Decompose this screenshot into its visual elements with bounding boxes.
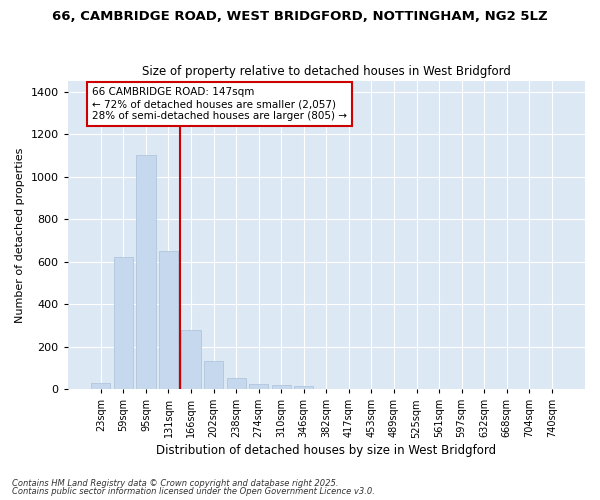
Bar <box>91 382 110 389</box>
Text: 66 CAMBRIDGE ROAD: 147sqm
← 72% of detached houses are smaller (2,057)
28% of se: 66 CAMBRIDGE ROAD: 147sqm ← 72% of detac… <box>92 88 347 120</box>
Bar <box>227 378 246 389</box>
Text: 66, CAMBRIDGE ROAD, WEST BRIDGFORD, NOTTINGHAM, NG2 5LZ: 66, CAMBRIDGE ROAD, WEST BRIDGFORD, NOTT… <box>52 10 548 23</box>
X-axis label: Distribution of detached houses by size in West Bridgford: Distribution of detached houses by size … <box>156 444 496 458</box>
Y-axis label: Number of detached properties: Number of detached properties <box>15 148 25 322</box>
Bar <box>136 156 155 389</box>
Bar <box>181 330 200 389</box>
Bar <box>204 362 223 389</box>
Text: Contains HM Land Registry data © Crown copyright and database right 2025.: Contains HM Land Registry data © Crown c… <box>12 478 338 488</box>
Text: Contains public sector information licensed under the Open Government Licence v3: Contains public sector information licen… <box>12 487 375 496</box>
Bar <box>114 258 133 389</box>
Bar <box>159 251 178 389</box>
Bar <box>272 385 291 389</box>
Title: Size of property relative to detached houses in West Bridgford: Size of property relative to detached ho… <box>142 66 511 78</box>
Bar <box>294 386 313 389</box>
Bar <box>249 384 268 389</box>
